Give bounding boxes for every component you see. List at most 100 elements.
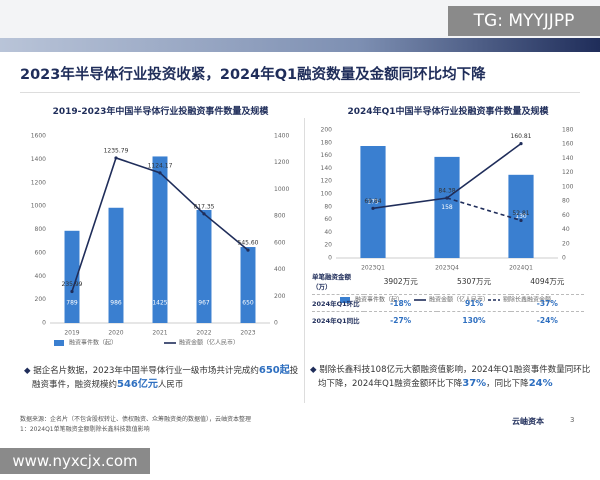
data-table: 单笔融资金额（万） 3902万元 5307万元 4094万元 2024年Q1环比 -18%… <box>312 268 584 328</box>
y-tick-label: 100 <box>321 191 333 198</box>
note: 1：2024Q1单笔融资金额剔除长鑫科技数值影响 <box>20 426 150 433</box>
x-tick-label: 2020 <box>108 330 123 337</box>
y-tick-label: 80 <box>324 203 332 210</box>
slide-title: 2023年半导体行业投资收紧，2024年Q1融资数量及金额同环比均下降 <box>20 67 486 83</box>
line <box>446 197 522 222</box>
bar <box>434 156 460 258</box>
cell: -18% <box>364 294 438 312</box>
y-tick-label: 200 <box>321 127 333 134</box>
y2-tick-label: 160 <box>562 141 574 148</box>
y-tick-label: 200 <box>35 296 47 303</box>
separator <box>304 118 305 403</box>
y-tick-label: 180 <box>321 139 333 146</box>
cell: -27% <box>364 311 438 328</box>
emphasis: 24% <box>528 378 553 389</box>
legend-label: 融资金额（亿人民币） <box>179 339 239 347</box>
text: ，同比下降 <box>486 379 529 389</box>
y-tick-label: 800 <box>35 226 47 233</box>
text: 人民币 <box>157 380 184 390</box>
x-tick-label: 2019 <box>64 330 79 337</box>
point-label: 235.99 <box>62 281 83 288</box>
source: 数据来源：企名片（不包含股权转让、债权融资、众筹融资类的数据值），云岫资本整理 <box>20 416 252 423</box>
bar <box>108 207 124 323</box>
x-tick-label: 2023Q1 <box>361 265 385 272</box>
bar <box>240 247 256 323</box>
point <box>70 289 74 294</box>
y-tick-label: 60 <box>324 216 332 223</box>
watermark: TG: MYYJJPP <box>448 6 600 36</box>
y2-tick-label: 800 <box>274 213 286 220</box>
y2-tick-label: 1200 <box>274 159 289 166</box>
x-tick-label: 2021 <box>152 330 167 337</box>
y2-tick-label: 60 <box>562 212 570 219</box>
bar-label: 130 <box>515 213 527 220</box>
watermark: www.nyxcjx.com <box>0 448 150 474</box>
point-label: 817.35 <box>194 203 215 210</box>
bar <box>360 146 386 258</box>
chart: 0 200 400 600 800 1000 1200 1400 1600 0 200 400 600 8… <box>31 133 290 347</box>
bar-label: 967 <box>198 300 210 307</box>
point-label: 69.84 <box>364 198 381 205</box>
y2-tick-label: 20 <box>562 240 570 247</box>
bar <box>152 156 168 323</box>
point-label: 160.81 <box>511 133 532 140</box>
y-tick-label: 400 <box>35 273 47 280</box>
point <box>246 248 250 252</box>
y-tick-label: 140 <box>321 165 333 172</box>
bar-label: 986 <box>110 300 122 307</box>
cell: 91% <box>437 294 511 312</box>
bar-label: 175 <box>367 199 379 206</box>
bullet-dot: ◆ <box>310 365 320 375</box>
bar <box>196 209 212 323</box>
y2-tick-label: 0 <box>562 255 566 262</box>
bar <box>64 230 80 323</box>
chart: 0 20 40 60 80 100 120 140 160 180 200 0 20 40 60 80 100 1… <box>321 127 574 304</box>
x-tick-label: 2024Q1 <box>509 265 533 272</box>
y2-tick-label: 0 <box>274 320 278 327</box>
text: 剔除长鑫科技108亿元大额融资值影响，2024年Q1融资事件数量同环比均下降，2… <box>318 365 591 389</box>
y2-tick-label: 600 <box>274 239 286 246</box>
legend-swatch <box>54 340 64 346</box>
cell: 130% <box>437 311 511 328</box>
bullet-dot: ◆ <box>24 366 34 376</box>
divider <box>20 92 580 93</box>
y2-tick-label: 140 <box>562 155 574 162</box>
cell: -24% <box>510 311 584 328</box>
y-tick-label: 120 <box>321 178 333 185</box>
y2-tick-label: 1000 <box>274 186 289 193</box>
emphasis: 650起 <box>258 365 290 376</box>
y2-tick-label: 1400 <box>274 133 289 140</box>
y-tick-label: 40 <box>324 229 332 236</box>
emphasis: 546亿元 <box>117 379 158 390</box>
cell: -37% <box>510 294 584 312</box>
page-number: 3 <box>570 416 575 424</box>
y2-tick-label: 120 <box>562 169 574 176</box>
y-tick-label: 1000 <box>31 203 46 210</box>
row-label: 2024年Q1环比 <box>312 294 364 312</box>
point <box>114 156 118 160</box>
cell: 5307万元 <box>456 276 492 286</box>
y-tick-label: 0 <box>42 320 46 327</box>
y2-tick-label: 200 <box>274 293 286 300</box>
point-label: 1124.17 <box>148 162 173 169</box>
emphasis: 37% <box>462 378 487 389</box>
row-label: 2024年Q1同比 <box>312 311 364 328</box>
text: 据企名片数据，2023年中国半导体行业一级市场共计完成约 <box>33 366 259 376</box>
bar-label: 1425 <box>152 300 167 307</box>
bar <box>508 174 534 258</box>
y2-tick-label: 400 <box>274 266 286 273</box>
table-row: 2024年Q1同比 -27% 130% -24% <box>312 311 584 328</box>
chart-title: 2024年Q1中国半导体行业投融资事件数量及规模 <box>347 107 549 117</box>
bullet: ◆ 剔除长鑫科技108亿元大额融资值影响，2024年Q1融资事件数量同环比均下降… <box>308 364 596 391</box>
y2-tick-label: 100 <box>562 183 574 190</box>
x-tick-label: 2023 <box>240 330 255 337</box>
point <box>202 212 206 216</box>
point <box>445 196 449 200</box>
y-tick-label: 1600 <box>31 133 46 140</box>
point <box>158 171 162 175</box>
y-tick-label: 20 <box>324 242 332 249</box>
y-tick-label: 1400 <box>31 156 46 163</box>
point-label: 84.38 <box>438 187 455 194</box>
cell: 3902万元 <box>383 276 418 286</box>
y-tick-label: 1200 <box>31 179 46 186</box>
